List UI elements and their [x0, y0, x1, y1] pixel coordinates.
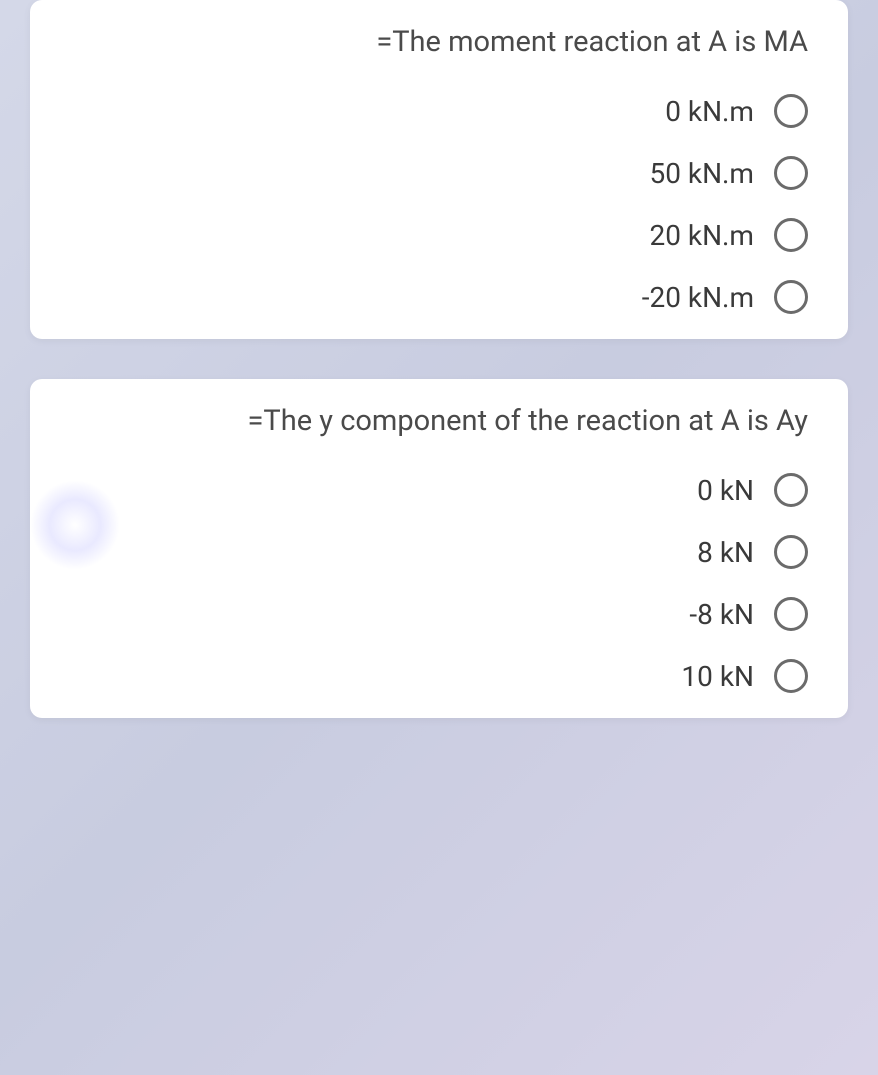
option-label: 20 kN.m [649, 219, 754, 252]
options-group: 0 kN.m 50 kN.m 20 kN.m -20 kN.m [75, 94, 818, 314]
option-label: -8 kN [689, 598, 754, 631]
option-row[interactable]: 20 kN.m [649, 218, 808, 252]
option-label: -20 kN.m [642, 281, 754, 314]
option-row[interactable]: 10 kN [681, 659, 808, 693]
option-label: 50 kN.m [649, 157, 754, 190]
option-label: 0 kN.m [665, 95, 754, 128]
question-card-1: =The moment reaction at A is MA 0 kN.m 5… [30, 0, 848, 339]
question-prompt: =The moment reaction at A is MA [75, 25, 818, 59]
option-row[interactable]: 50 kN.m [649, 156, 808, 190]
radio-icon[interactable] [774, 659, 808, 693]
radio-icon[interactable] [774, 280, 808, 314]
radio-icon[interactable] [774, 597, 808, 631]
radio-icon[interactable] [774, 473, 808, 507]
options-group: 0 kN 8 kN -8 kN 10 kN [75, 473, 818, 693]
option-row[interactable]: -20 kN.m [642, 280, 808, 314]
option-label: 0 kN [697, 474, 754, 507]
option-row[interactable]: 0 kN [697, 473, 808, 507]
radio-icon[interactable] [774, 218, 808, 252]
radio-icon[interactable] [774, 156, 808, 190]
question-card-2: =The y component of the reaction at A is… [30, 379, 848, 718]
radio-icon[interactable] [774, 535, 808, 569]
option-row[interactable]: 8 kN [697, 535, 808, 569]
radio-icon[interactable] [774, 94, 808, 128]
question-prompt: =The y component of the reaction at A is… [75, 404, 818, 438]
option-row[interactable]: -8 kN [689, 597, 808, 631]
option-row[interactable]: 0 kN.m [665, 94, 808, 128]
option-label: 10 kN [681, 660, 754, 693]
option-label: 8 kN [697, 536, 754, 569]
